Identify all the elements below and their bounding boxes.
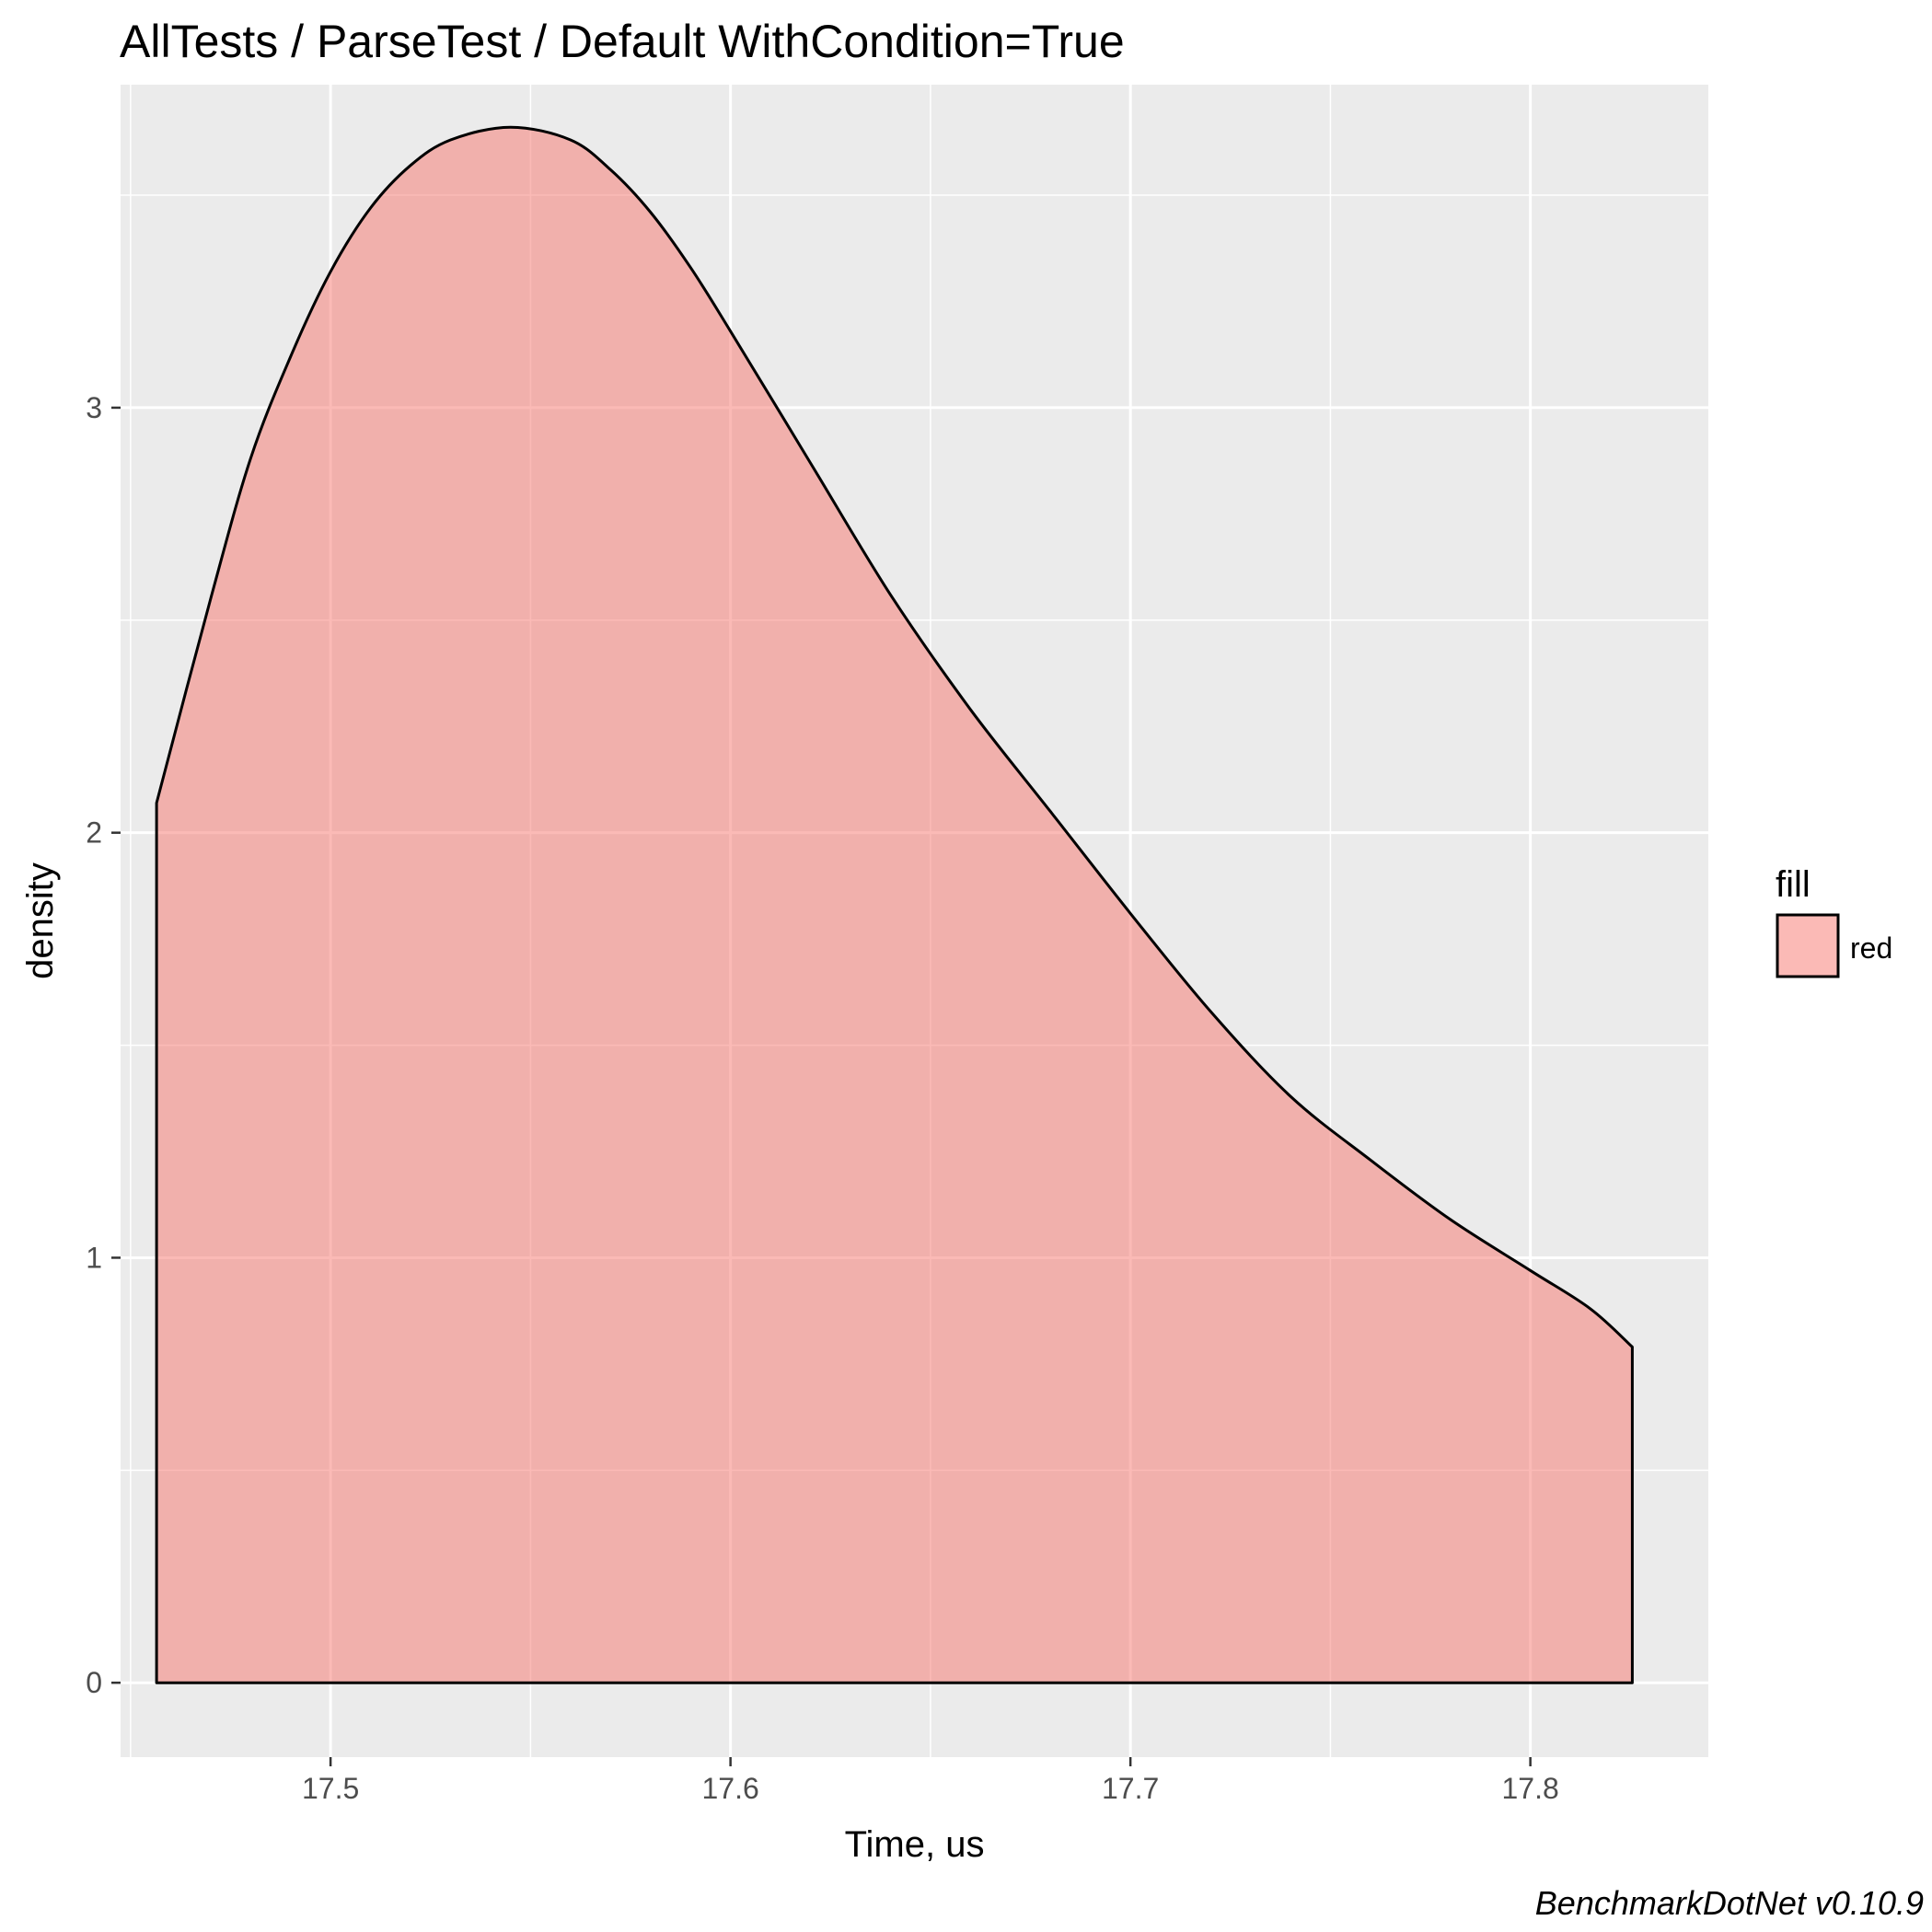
density-area-layer	[155, 125, 1634, 1684]
y-axis: 0 1 2 3	[86, 391, 121, 1699]
legend-label-red: red	[1850, 931, 1892, 965]
x-tick-label: 17.7	[1102, 1772, 1159, 1805]
x-axis: 17.5 17.6 17.7 17.8	[302, 1757, 1559, 1805]
legend: fill red	[1776, 864, 1892, 978]
density-area	[155, 125, 1634, 1684]
x-tick-label: 17.5	[302, 1772, 359, 1805]
chart-title: AllTests / ParseTest / Default WithCondi…	[120, 16, 1125, 67]
x-tick-label: 17.8	[1502, 1772, 1559, 1805]
x-tick-label: 17.6	[701, 1772, 758, 1805]
y-tick-label: 0	[86, 1666, 102, 1699]
chart-caption: BenchmarkDotNet v0.10.9	[1535, 1884, 1924, 1922]
y-tick-label: 3	[86, 391, 102, 424]
x-axis-title: Time, us	[845, 1824, 985, 1865]
y-axis-title: density	[20, 862, 61, 979]
legend-key-red	[1776, 913, 1840, 978]
y-tick-label: 2	[86, 816, 102, 850]
y-tick-label: 1	[86, 1241, 102, 1274]
legend-title: fill	[1776, 864, 1811, 905]
